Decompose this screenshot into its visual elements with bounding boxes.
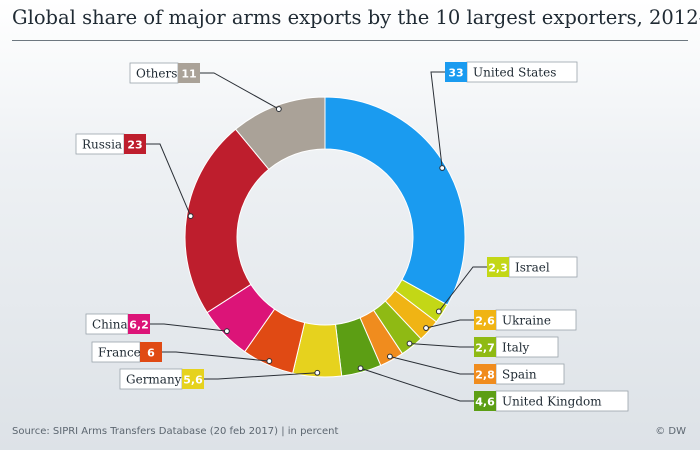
- label-spain: 2,8 Spain: [474, 363, 565, 385]
- leader-line: [204, 372, 318, 380]
- label-united-states: 33 United States: [445, 61, 578, 83]
- slice-others: [234, 96, 326, 170]
- label-name: Ukraine: [502, 314, 551, 328]
- label-value: 6,2: [129, 319, 149, 332]
- label-name: France: [98, 346, 141, 360]
- label-value: 4,6: [475, 396, 495, 409]
- label-united-kingdom: 4,6 United Kingdom: [474, 390, 629, 412]
- leader-dot: [314, 369, 321, 376]
- label-name: Spain: [502, 368, 537, 382]
- label-france: 6 France: [91, 341, 162, 363]
- label-value-box: [474, 391, 496, 411]
- label-value: 2,7: [475, 342, 495, 355]
- label-value-box: [445, 62, 467, 82]
- label-value: 2,8: [475, 369, 495, 382]
- label-value: 33: [448, 67, 463, 80]
- leader-dot: [266, 358, 273, 364]
- label-value: 5,6: [183, 374, 203, 387]
- leader-dot: [223, 328, 230, 335]
- leader-dot: [386, 353, 393, 360]
- leader-line: [200, 72, 280, 110]
- title-divider: [12, 40, 688, 41]
- label-value-box: [128, 314, 150, 334]
- label-ukraine: 2,6 Ukraine: [474, 309, 577, 331]
- label-value: 2,3: [488, 262, 508, 275]
- label-value: 11: [181, 68, 196, 81]
- label-name: Italy: [502, 341, 530, 355]
- leader-dot: [275, 106, 282, 112]
- label-value: 6: [147, 347, 155, 360]
- leader-dot: [439, 165, 446, 171]
- label-name: China: [92, 318, 128, 332]
- label-others: 11 Others: [129, 62, 200, 84]
- label-value-box: [124, 134, 146, 154]
- leader-line: [409, 343, 474, 348]
- label-value-box: [487, 257, 509, 277]
- label-name: Russia: [82, 138, 122, 152]
- leader-dot: [435, 308, 442, 315]
- label-israel: 2,3 Israel: [487, 256, 578, 278]
- label-value-box: [140, 342, 162, 362]
- leader-dot: [357, 365, 364, 372]
- label-name: Others: [136, 67, 177, 81]
- leader-line: [389, 356, 474, 375]
- label-value-box: [182, 369, 204, 389]
- chart-title: Global share of major arms exports by th…: [12, 6, 700, 29]
- label-value-box: [474, 364, 496, 384]
- label-name: United Kingdom: [502, 395, 602, 409]
- leader-line: [146, 143, 192, 217]
- leader-dot: [423, 325, 429, 331]
- label-name: Germany: [126, 373, 182, 387]
- label-name: Israel: [515, 261, 550, 275]
- slice-united-states: [324, 96, 466, 306]
- label-value: 2,6: [475, 315, 495, 328]
- leader-line: [162, 351, 270, 362]
- slice-russia: [184, 128, 270, 314]
- leader-dot: [406, 340, 413, 347]
- label-value-box: [474, 310, 496, 330]
- label-italy: 2,7 Italy: [474, 336, 559, 358]
- leader-line: [430, 71, 445, 169]
- label-value-box: [178, 63, 200, 83]
- leader-dot: [187, 213, 194, 220]
- leader-line: [150, 323, 227, 332]
- credit: © DW: [655, 426, 686, 437]
- leader-line: [438, 266, 487, 312]
- leader-line: [425, 319, 474, 329]
- source-note: Source: SIPRI Arms Transfers Database (2…: [12, 426, 339, 437]
- label-russia: 23 Russia: [75, 133, 146, 155]
- label-name: United States: [473, 66, 556, 80]
- label-value-box: [474, 337, 496, 357]
- leader-line: [360, 367, 474, 402]
- label-value: 23: [127, 139, 142, 152]
